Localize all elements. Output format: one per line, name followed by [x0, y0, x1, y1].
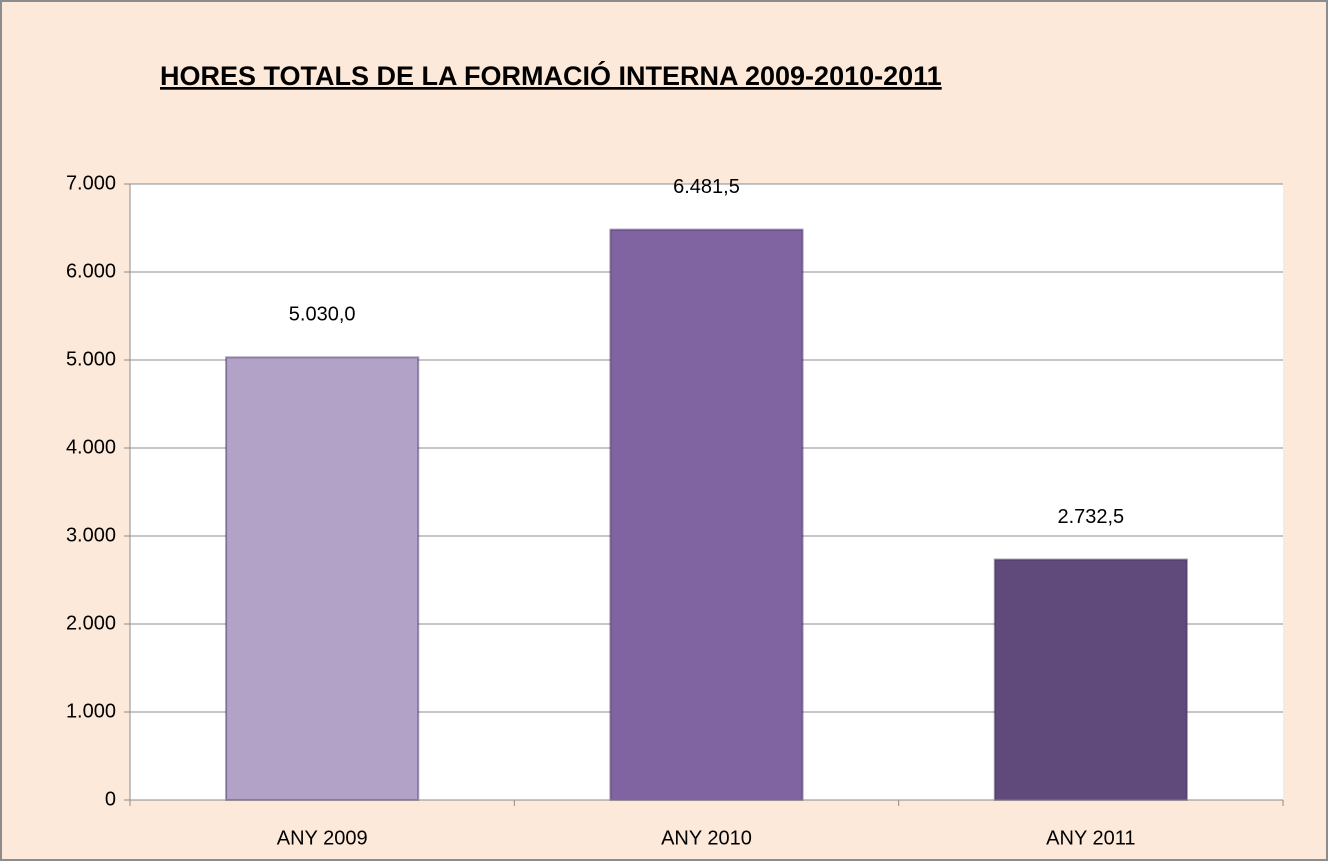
y-tick-label: 3.000: [66, 524, 116, 546]
y-tick-label: 6.000: [66, 260, 116, 282]
bar: [225, 356, 420, 801]
bar: [993, 558, 1188, 801]
y-tick-label: 2.000: [66, 612, 116, 634]
y-tick-label: 7.000: [66, 172, 116, 194]
data-label: 5.030,0: [289, 304, 356, 326]
x-tick-label: ANY 2009: [277, 827, 368, 849]
y-tick-label: 4.000: [66, 436, 116, 458]
data-label: 2.732,5: [1057, 506, 1124, 528]
chart-title: HORES TOTALS DE LA FORMACIÓ INTERNA 2009…: [160, 60, 942, 91]
y-tick-label: 1.000: [66, 700, 116, 722]
y-tick-label: 0: [105, 788, 116, 810]
x-tick-label: ANY 2010: [661, 827, 752, 849]
x-tick-label: ANY 2011: [1046, 827, 1135, 849]
y-tick-label: 5.000: [66, 348, 116, 370]
bar: [609, 228, 804, 802]
data-label: 6.481,5: [673, 176, 740, 198]
